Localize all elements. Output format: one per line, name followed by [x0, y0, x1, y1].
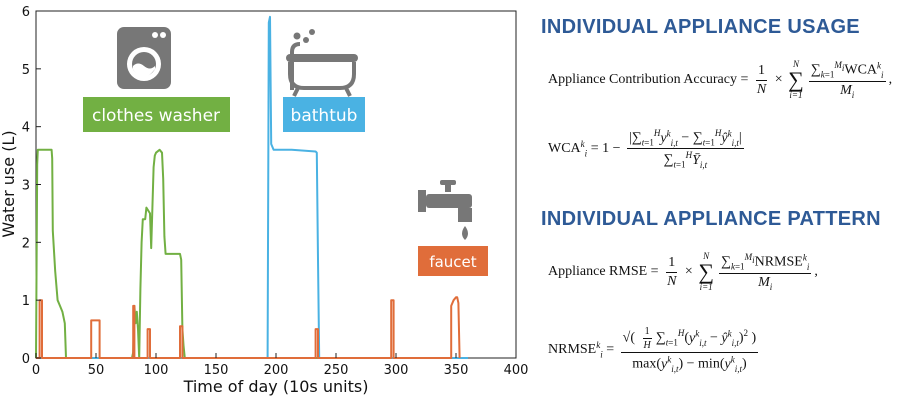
- x-tick-label: 350: [444, 363, 469, 378]
- clothes-washer-label-bg: [83, 97, 230, 132]
- series-line-clothes-washer: [35, 148, 318, 359]
- y-tick-label: 4: [22, 121, 30, 136]
- faucet-label-bg: [418, 246, 488, 276]
- series-line-bathtub: [36, 15, 468, 359]
- series-layer: [35, 15, 468, 359]
- bathtub-icon: [286, 29, 358, 97]
- x-tick-label: 0: [32, 363, 40, 378]
- y-tick-label: 1: [22, 294, 30, 309]
- y-tick-label: 2: [22, 236, 30, 251]
- nrmse-formula: NRMSE ki = √( 1 H ∑t=1H(yki,t − ŷki,t)2 ) m…: [548, 326, 759, 374]
- water-use-chart: 0 50 100 150 200 250 300 350 400 0 1 2 3 4 5 6 Time of …: [0, 5, 529, 396]
- plot-area: [35, 10, 517, 359]
- y-tick-label: 5: [22, 63, 30, 78]
- washing-machine-icon: [117, 27, 171, 89]
- wca-formula: WCA ki = 1 − |∑t=1Hyki,t − ∑t=1Hŷki,t| ∑t…: [548, 128, 744, 170]
- x-tick-label: 50: [88, 363, 105, 378]
- x-tick-label: 200: [264, 363, 289, 378]
- faucet-icon: [418, 180, 472, 240]
- x-axis-title: Time of day (10s units): [183, 377, 369, 396]
- faucet-label: faucet: [429, 253, 476, 271]
- y-tick-label: 6: [22, 5, 30, 20]
- aca-lhs: Appliance Contribution Accuracy: [548, 72, 737, 87]
- series-line-faucet: [36, 296, 461, 359]
- rmse-lhs: Appliance RMSE: [548, 264, 648, 279]
- y-tick-label: 0: [22, 352, 30, 367]
- x-tick-label: 300: [384, 363, 409, 378]
- x-tick-label: 400: [504, 363, 529, 378]
- bathtub-label-bg: [283, 97, 365, 132]
- tick-layer: 0 50 100 150 200 250 300 350 400 0 1 2 3 4 5 6: [22, 5, 529, 378]
- x-tick-label: 100: [144, 363, 169, 378]
- clothes-washer-label: clothes washer: [92, 106, 220, 126]
- y-axis-title: Water use (L): [0, 130, 18, 237]
- pattern-heading: INDIVIDUAL APPLIANCE PATTERN: [541, 208, 881, 230]
- y-tick-label: 3: [22, 179, 30, 194]
- bathtub-label: bathtub: [291, 106, 358, 126]
- usage-heading: INDIVIDUAL APPLIANCE USAGE: [541, 16, 860, 38]
- x-tick-label: 250: [324, 363, 349, 378]
- x-tick-label: 150: [204, 363, 229, 378]
